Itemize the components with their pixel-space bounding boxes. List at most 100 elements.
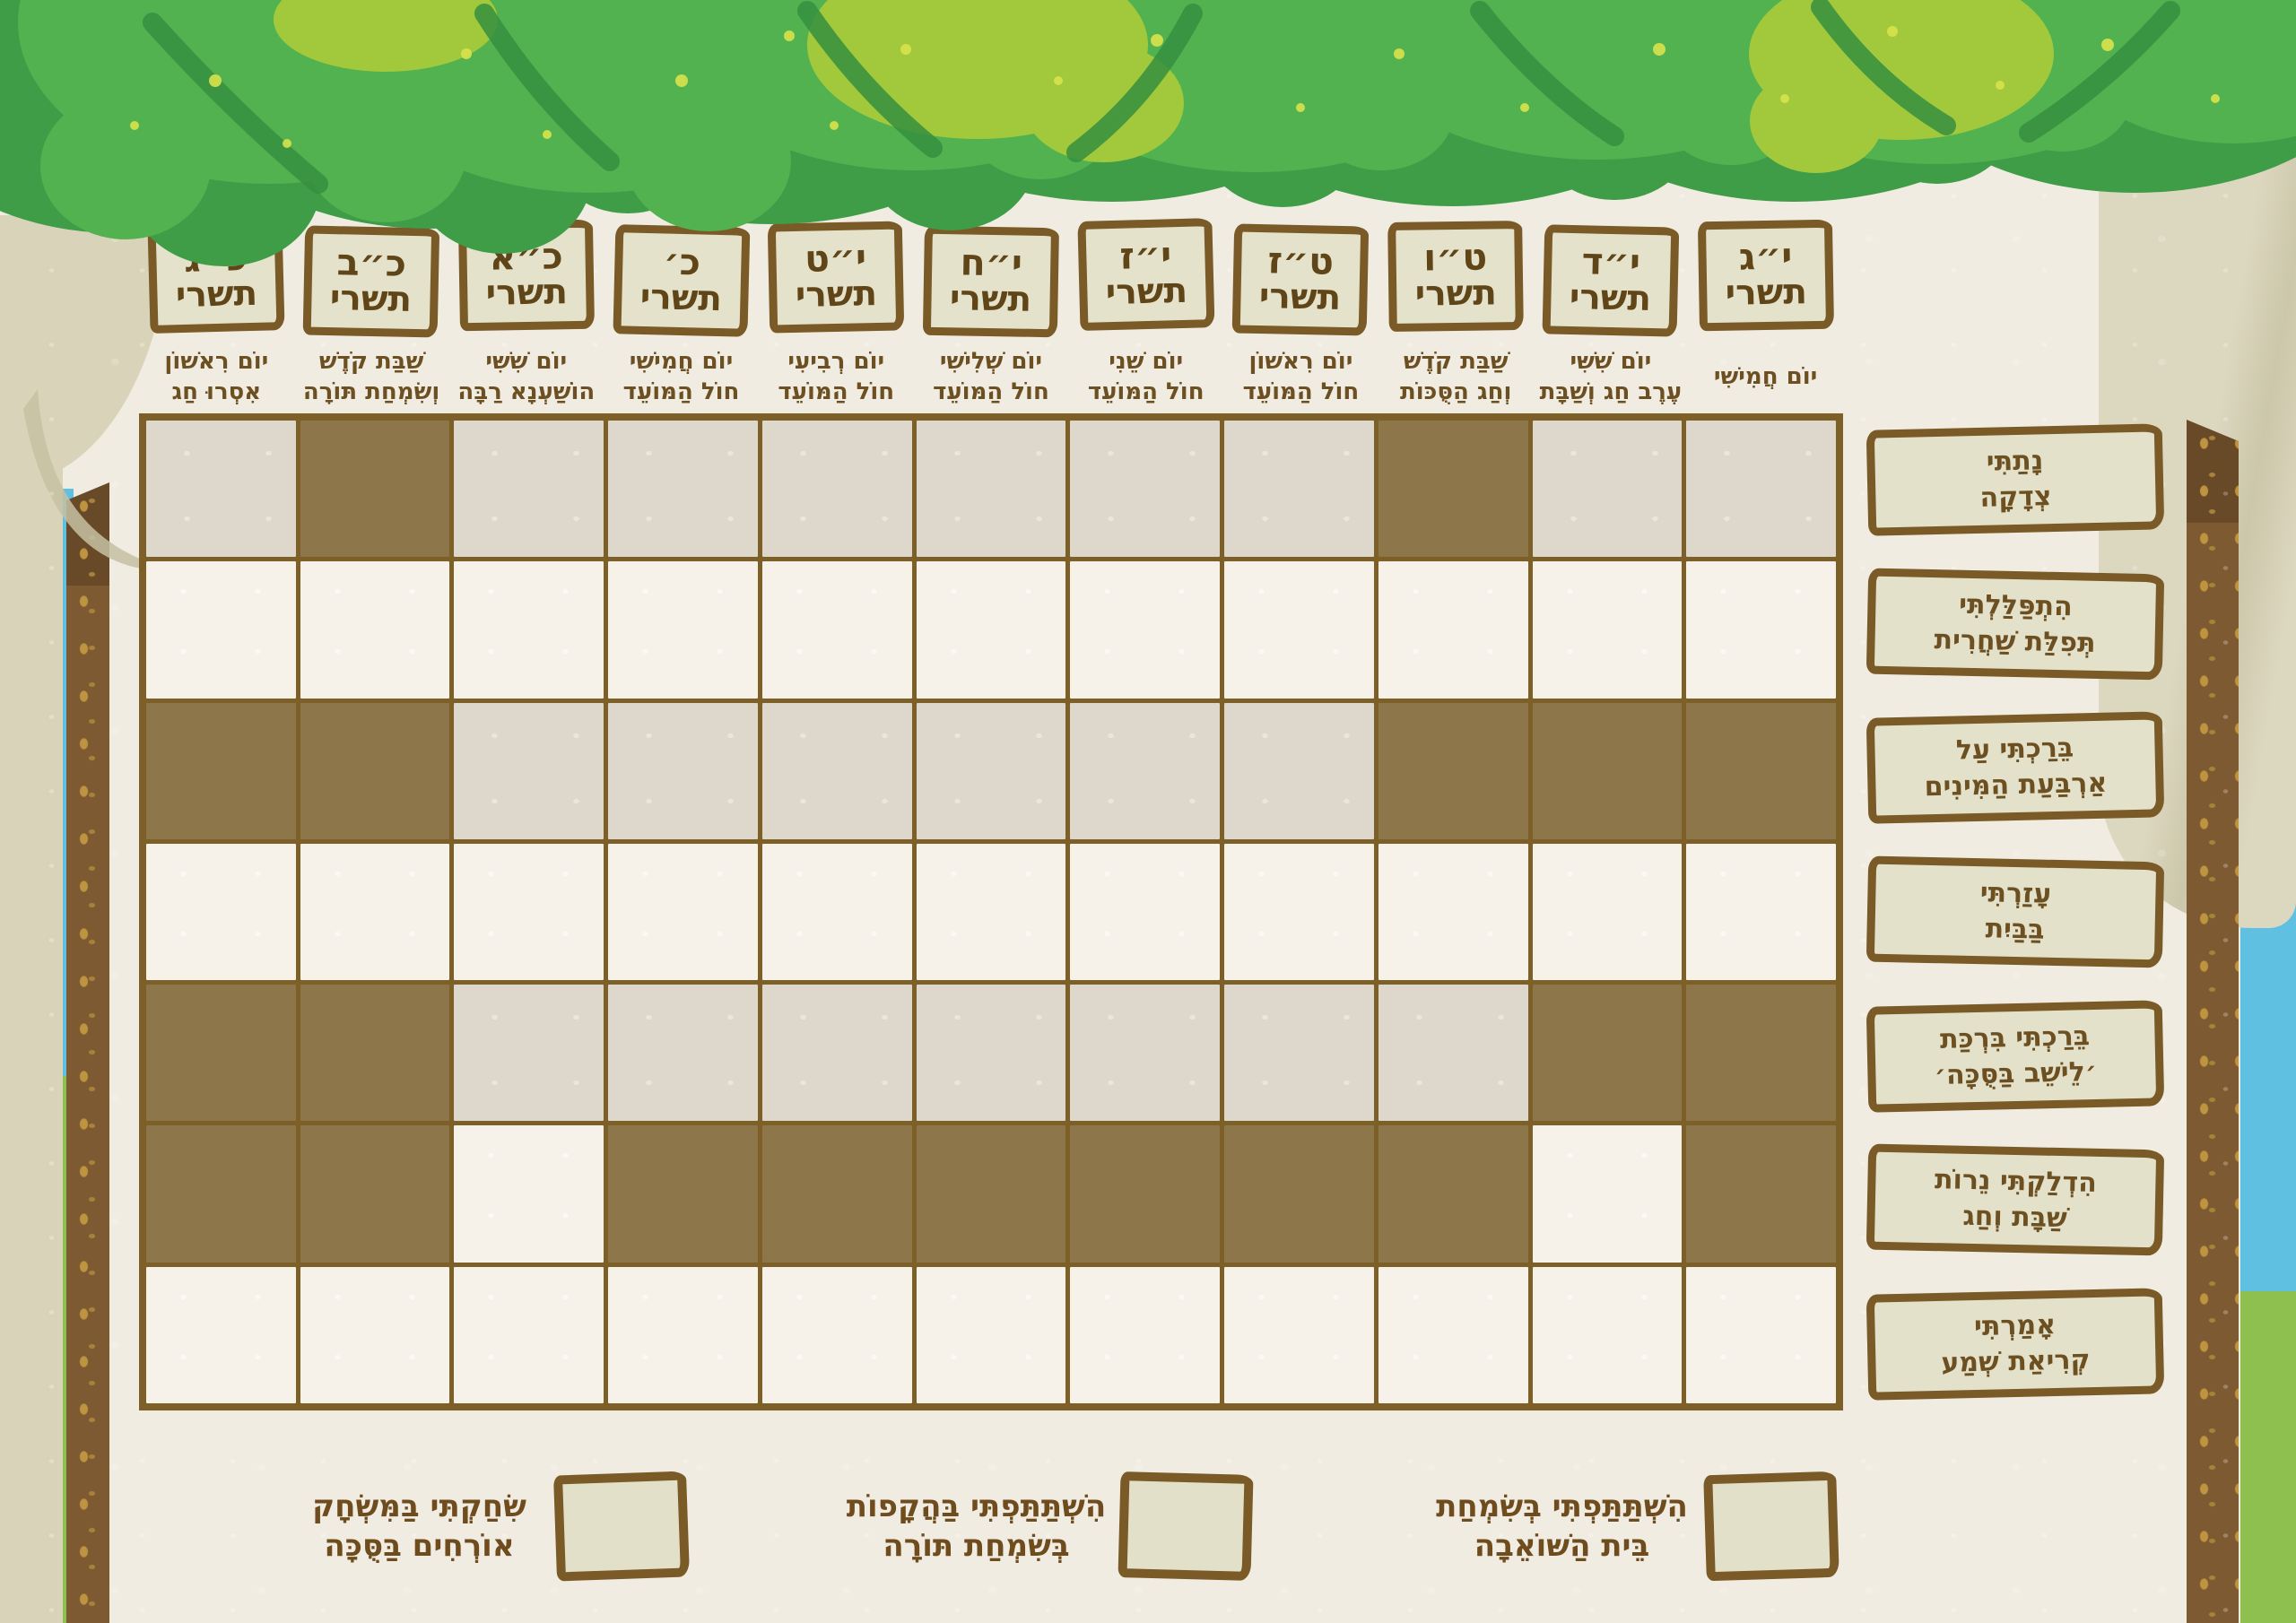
grid-cell-r7-c9[interactable] [1378,1266,1528,1403]
grid-cell-r1-c4[interactable] [608,421,758,558]
grid-cell-r6-c3[interactable] [454,1125,604,1263]
grid-cell-r4-c10[interactable] [1532,843,1683,981]
grid-cell-r7-c4[interactable] [608,1266,758,1403]
grid-cell-r2-c7[interactable] [1070,561,1221,699]
grid-cell-r6-c8 [1224,1125,1374,1263]
grid-cell-r5-c8[interactable] [1224,985,1374,1122]
grid-cell-r2-c3[interactable] [454,561,604,699]
date-month-name: תשרי [175,273,259,317]
grid-cell-r2-c5[interactable] [761,561,912,699]
grid-cell-r2-c6[interactable] [916,561,1066,699]
grid-cell-r4-c4[interactable] [608,843,758,981]
grid-cell-r7-c7[interactable] [1070,1266,1221,1403]
footer-activity-item: הִשְׁתַּתַּפְתִּי בְּשִׂמְחַת בֵּית הַשּׁ… [1428,1463,1839,1589]
sky-background [0,0,148,160]
footer-activity-label: שִׂחַקְתִּי בַּמִּשְׂחָק אוֹרְחִים בַּסֻּ… [312,1488,526,1564]
grid-cell-r4-c9[interactable] [1378,843,1528,981]
grid-cell-r6-c2 [300,1125,450,1263]
grid-cell-r7-c10[interactable] [1532,1266,1683,1403]
date-sign: י״ז תשרי [1077,218,1215,331]
footer-check-plaque[interactable] [1118,1471,1254,1581]
grid-cell-r3-c1 [146,702,296,839]
grid-cell-r3-c3[interactable] [454,702,604,839]
grid-cell-r7-c3[interactable] [454,1266,604,1403]
grid-cell-r4-c1[interactable] [146,843,296,981]
date-month-name: תשרי [795,273,878,316]
grid-cell-r2-c1[interactable] [146,561,296,699]
date-month-name: תשרי [639,276,723,320]
grid-cell-r5-c6[interactable] [916,985,1066,1122]
date-column-header: כ״ג תשרי יוֹם רִאשׁוֹן אִסְרוּ חַג [147,221,285,409]
grid-cell-r1-c11[interactable] [1686,421,1836,558]
date-column-header: כ׳ תשרי יוֹם חֲמִישִׁי חוֹל הַמּוֹעֵד [612,222,750,409]
grid-cell-r3-c8[interactable] [1224,702,1374,839]
grid-cell-r4-c6[interactable] [916,843,1066,981]
grid-cell-r3-c10 [1532,702,1683,839]
weekday-label: שַׁבַּת קֹדֶשׁ וְשִׂמְחַת תּוֹרָה [302,348,440,405]
footer-activity-label: הִשְׁתַּתַּפְתִּי בַּהֲקָפוֹת בְּשִׂמְחַת… [846,1488,1107,1564]
grid-cell-r2-c10[interactable] [1532,561,1683,699]
grid-cell-r3-c5[interactable] [761,702,912,839]
date-sign: כ״ג תשרי [147,221,285,334]
grid-cell-r7-c1[interactable] [146,1266,296,1403]
date-column-header: י״ט תשרי יוֹם רְבִיעִי חוֹל הַמּוֹעֵד [768,221,905,409]
footer-check-plaque[interactable] [1703,1471,1839,1582]
grid-cell-r5-c2 [300,985,450,1122]
date-sign: כ״ב תשרי [302,225,440,338]
date-day-number: י״ג [1738,234,1793,279]
grid-cell-r3-c11 [1686,702,1836,839]
footer-check-plaque[interactable] [552,1471,691,1582]
grid-cell-r1-c6[interactable] [916,421,1066,558]
grid-cell-r1-c3[interactable] [454,421,604,558]
activity-label-sign: הִתְפַּלַּלְתִּי תְּפִלַּת שַׁחֲרִית [1866,568,2165,681]
grid-cell-r4-c8[interactable] [1224,843,1374,981]
grid-cell-r1-c1[interactable] [146,421,296,558]
grid-cell-r1-c8[interactable] [1224,421,1374,558]
grid-cell-r4-c11[interactable] [1686,843,1836,981]
grid-cell-r2-c4[interactable] [608,561,758,699]
grid-cell-r1-c5[interactable] [761,421,912,558]
grid-cell-r4-c7[interactable] [1070,843,1221,981]
grid-cell-r5-c9[interactable] [1378,985,1528,1122]
activity-label-sign: בֵּרַכְתִּי עַל אַרְבַּעַת הַמִּינִים [1866,711,2165,825]
date-day-number: י״ט [804,236,867,281]
date-column-header: י״ז תשרי יוֹם שֵׁנִי חוֹל הַמּוֹעֵד [1077,218,1215,409]
grid-cell-r1-c10[interactable] [1532,421,1683,558]
grid-cell-r7-c6[interactable] [916,1266,1066,1403]
weekday-label: יוֹם שִׁשִּׁי עֶרֶב חַג וְשַׁבָּת [1539,348,1683,405]
grid-cell-r6-c9 [1378,1125,1528,1263]
grid-cell-r5-c5[interactable] [761,985,912,1122]
grid-cell-r5-c3[interactable] [454,985,604,1122]
weekday-label: יוֹם רִאשׁוֹן אִסְרוּ חַג [164,348,269,405]
grid-cell-r3-c4[interactable] [608,702,758,839]
grid-cell-r1-c7[interactable] [1070,421,1221,558]
date-day-number: ט״ז [1267,239,1335,283]
grid-cell-r3-c6[interactable] [916,702,1066,839]
footer-activities-row: שִׂחַקְתִּי בַּמִּשְׂחָק אוֹרְחִים בַּסֻּ… [0,1460,2296,1594]
grid-cell-r2-c8[interactable] [1224,561,1374,699]
grid-cell-r4-c2[interactable] [300,843,450,981]
grid-cell-r7-c2[interactable] [300,1266,450,1403]
grid-cell-r6-c5 [761,1125,912,1263]
grid-cell-r4-c5[interactable] [761,843,912,981]
grid-cell-r6-c10[interactable] [1532,1125,1683,1263]
grid-cell-r2-c11[interactable] [1686,561,1836,699]
grid-cell-r5-c7[interactable] [1070,985,1221,1122]
grid-cell-r5-c4[interactable] [608,985,758,1122]
grid-cell-r4-c3[interactable] [454,843,604,981]
date-day-number: י״ד [1581,239,1641,284]
date-month-name: תשרי [1569,276,1652,320]
grid-cell-r3-c2 [300,702,450,839]
date-month-name: תשרי [1724,272,1807,314]
grid-cell-r1-c9 [1378,421,1528,558]
grid-cell-r6-c7 [1070,1125,1221,1263]
grid-cell-r3-c7[interactable] [1070,702,1221,839]
grid-cell-r5-c11 [1686,985,1836,1122]
weekday-label: יוֹם שְׁלִישִׁי חוֹל הַמּוֹעֵד [933,348,1049,405]
grid-cell-r7-c11[interactable] [1686,1266,1836,1403]
grid-cell-r7-c5[interactable] [761,1266,912,1403]
grid-cell-r2-c2[interactable] [300,561,450,699]
grid-cell-r7-c8[interactable] [1224,1266,1374,1403]
grid-cell-r2-c9[interactable] [1378,561,1528,699]
